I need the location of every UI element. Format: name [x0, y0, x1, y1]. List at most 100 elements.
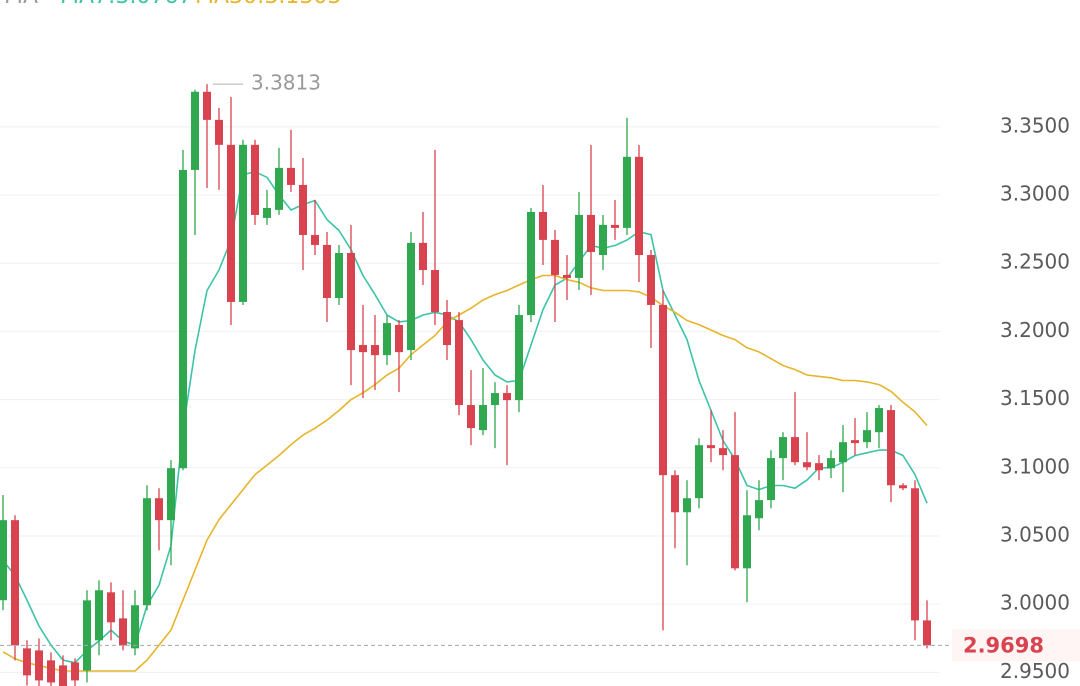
candle-body: [383, 323, 391, 356]
candle-body: [167, 468, 175, 521]
candle-body: [371, 345, 379, 356]
legend-entry: MA7:3.0767: [60, 0, 192, 9]
candle-body: [827, 458, 835, 469]
candle-body: [35, 650, 43, 681]
candle-body: [431, 270, 439, 313]
candle-body: [215, 119, 223, 145]
candle-body: [815, 463, 823, 471]
candle-body: [755, 500, 763, 519]
candle-body: [671, 475, 679, 513]
candle-body: [95, 590, 103, 641]
candle-body: [191, 91, 199, 170]
candle-body: [911, 488, 919, 621]
ma-line: [2, 171, 928, 664]
candles: [0, 84, 931, 686]
y-tick-label: 3.2000: [1000, 318, 1070, 342]
candle-body: [503, 393, 511, 401]
candle-body: [155, 498, 163, 521]
candle-body: [83, 600, 91, 671]
y-tick-label: 3.0500: [1000, 522, 1070, 546]
candle-body: [335, 252, 343, 298]
candle-body: [647, 255, 655, 305]
y-tick-label: 3.3000: [1000, 182, 1070, 206]
candle-body: [443, 312, 451, 346]
candle-body: [515, 315, 523, 401]
y-tick-label: 2.9500: [1000, 659, 1070, 683]
y-tick-label: 3.1500: [1000, 386, 1070, 410]
candle-body: [347, 252, 355, 351]
candle-body: [767, 458, 775, 501]
high-marker-label: 3.3813: [251, 71, 321, 95]
candle-body: [731, 455, 739, 569]
legend-title: MA: [4, 0, 38, 9]
y-tick-label: 3.0000: [1000, 591, 1070, 615]
candle-body: [47, 660, 55, 683]
candle-body: [491, 393, 499, 406]
candle-body: [71, 662, 79, 681]
legend-entry: MA30:3.1303: [195, 0, 341, 9]
y-tick-label: 3.1000: [1000, 454, 1070, 478]
candle-body: [11, 520, 19, 646]
candle-body: [23, 648, 31, 676]
candle-body: [59, 665, 67, 686]
candle-body: [407, 242, 415, 351]
candle-body: [0, 520, 7, 601]
candle-body: [611, 224, 619, 228]
candle-body: [287, 167, 295, 185]
candle-body: [227, 144, 235, 302]
candle-body: [587, 214, 595, 253]
candle-body: [899, 485, 907, 489]
y-tick-label: 3.3500: [1000, 113, 1070, 137]
overlay: MA MA7:3.0767MA30:3.1303 3.3813 2.9698: [0, 0, 1080, 662]
candle-body: [803, 462, 811, 468]
candle-body: [851, 440, 859, 444]
candle-body: [887, 410, 895, 486]
candle-body: [311, 234, 319, 245]
candle-body: [107, 592, 115, 623]
candle-body: [119, 618, 127, 646]
candle-body: [143, 498, 151, 606]
candle-body: [575, 214, 583, 278]
candle-body: [251, 144, 259, 215]
candle-body: [635, 156, 643, 256]
candle-body: [707, 445, 715, 449]
candle-body: [659, 304, 667, 476]
candle-body: [623, 156, 631, 228]
candle-body: [359, 345, 367, 353]
candle-body: [923, 620, 931, 646]
candle-body: [779, 437, 787, 459]
candle-body: [695, 445, 703, 499]
candle-body: [839, 442, 847, 463]
candle-body: [179, 169, 187, 469]
candle-body: [863, 430, 871, 443]
candle-body: [203, 91, 211, 120]
y-tick-label: 3.2500: [1000, 250, 1070, 274]
candle-body: [419, 242, 427, 271]
candle-body: [239, 144, 247, 302]
candle-body: [479, 405, 487, 431]
candle-body: [263, 207, 271, 218]
last-price-label: 2.9698: [963, 633, 1044, 657]
candle-body: [551, 239, 559, 275]
candle-body: [563, 274, 571, 278]
candle-body: [323, 244, 331, 298]
last-price-box: [952, 629, 1080, 662]
ma-line: [2, 274, 928, 672]
candle-body: [791, 437, 799, 463]
grid: 2.9500 3.0000 3.0500 3.1000 3.1500 3.2000 3.25…: [0, 113, 1070, 683]
candle-body: [683, 498, 691, 513]
candle-body: [527, 211, 535, 316]
candle-body: [599, 224, 607, 256]
candle-body: [539, 211, 547, 240]
candle-body: [131, 605, 139, 649]
candle-body: [467, 405, 475, 429]
candle-body: [299, 184, 307, 235]
candle-body: [275, 167, 283, 210]
candle-body: [743, 515, 751, 569]
candle-body: [395, 324, 403, 353]
ma-lines: [2, 171, 928, 672]
candle-body: [875, 408, 883, 433]
candle-body: [455, 320, 463, 406]
candle-body: [719, 448, 727, 456]
